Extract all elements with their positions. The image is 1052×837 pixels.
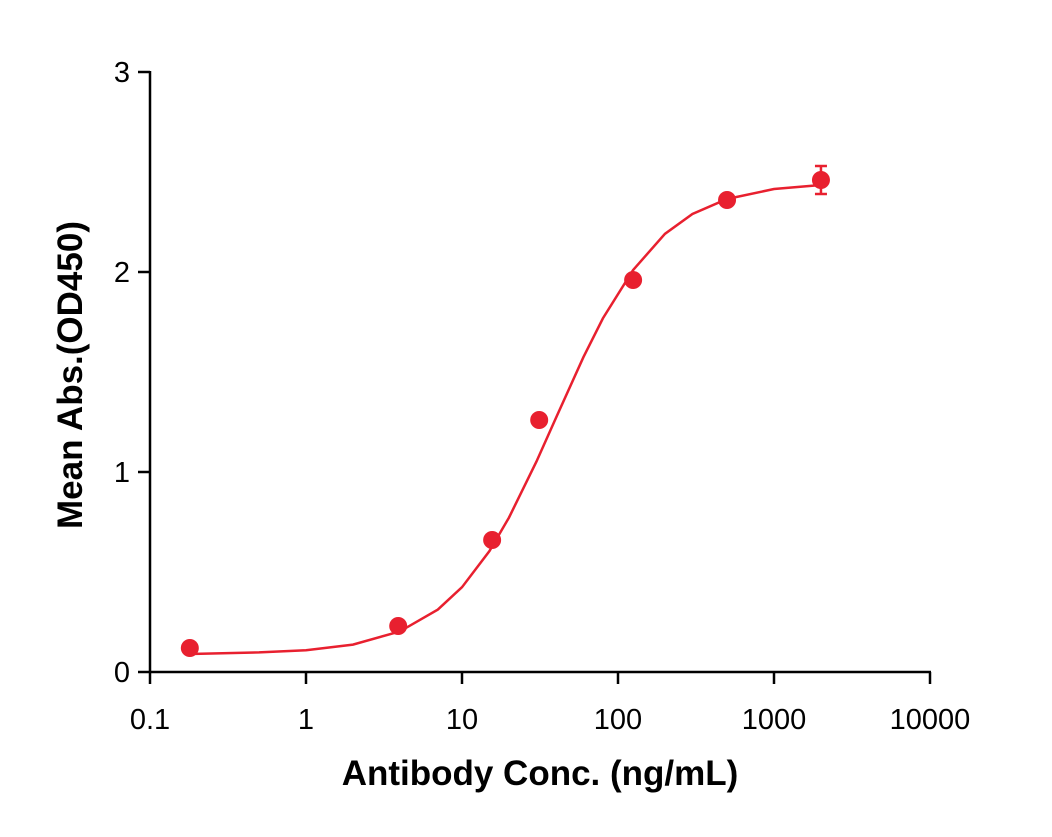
data-point [624,271,643,289]
y-tick-label: 2 [114,257,130,289]
data-point [530,411,549,429]
x-tick-label: 1000 [742,704,807,736]
data-point [180,639,199,657]
y-tick-label: 1 [114,457,130,489]
x-tick-label: 1 [298,704,314,736]
x-tick-label: 0.1 [130,704,170,736]
data-point [483,531,502,549]
y-tick-label: 3 [114,57,130,89]
data-point [811,171,830,189]
data-point [718,191,737,209]
x-tick-label: 10 [446,704,478,736]
fit-curve [189,183,822,656]
y-tick-label: 0 [114,657,130,689]
x-axis-label: Antibody Conc. (ng/mL) [342,754,739,793]
x-tick-label: 100 [594,704,642,736]
y-axis-label: Mean Abs.(OD450) [51,221,90,529]
data-point [389,617,408,635]
x-tick-label: 10000 [890,704,971,736]
